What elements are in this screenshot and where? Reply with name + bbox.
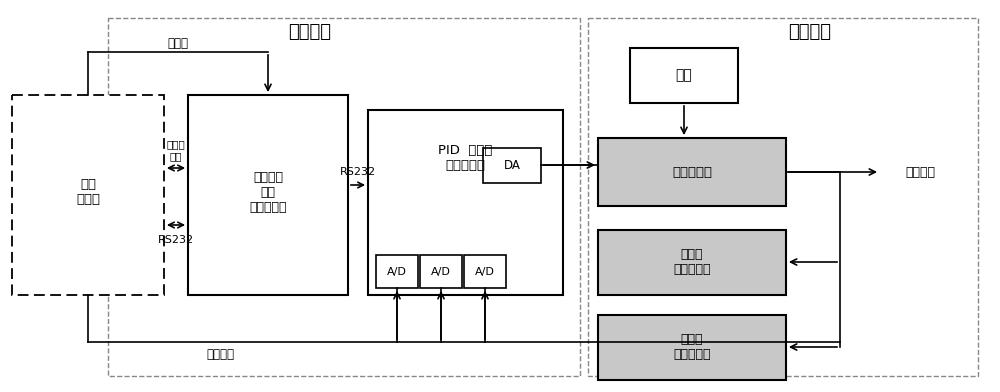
Text: 液压系统: 液压系统 — [788, 23, 832, 41]
Text: A/D: A/D — [475, 267, 495, 277]
Bar — [376, 255, 418, 288]
Bar — [483, 148, 541, 183]
Text: 电液伺服阀: 电液伺服阀 — [672, 165, 712, 178]
Bar — [588, 18, 978, 376]
Text: A/D: A/D — [431, 267, 451, 277]
Bar — [12, 95, 164, 295]
Text: A/D: A/D — [387, 267, 407, 277]
Text: 触摸平板
电脑
（上位机）: 触摸平板 电脑 （上位机） — [249, 171, 287, 214]
Text: 压力输出: 压力输出 — [905, 165, 935, 178]
Bar — [368, 110, 563, 295]
Bar — [464, 255, 506, 288]
Text: 控制系统: 控制系统 — [288, 23, 332, 41]
Bar — [630, 48, 738, 103]
Text: 模拟输入: 模拟输入 — [206, 348, 234, 361]
Bar — [598, 138, 786, 206]
Text: PID  控制器
（下位机）: PID 控制器 （下位机） — [438, 144, 492, 172]
Text: 油源: 油源 — [676, 68, 692, 82]
Text: 小量程
压力传感器: 小量程 压力传感器 — [673, 248, 711, 276]
Bar — [598, 230, 786, 295]
Text: 主控
计算机: 主控 计算机 — [76, 178, 100, 206]
Bar — [108, 18, 580, 376]
Text: 以太网: 以太网 — [168, 36, 188, 49]
Bar — [598, 315, 786, 380]
Text: 反射内
存网: 反射内 存网 — [167, 139, 185, 161]
Text: RS232: RS232 — [340, 167, 376, 177]
Bar — [420, 255, 462, 288]
Text: RS232: RS232 — [158, 235, 194, 245]
Text: DA: DA — [504, 158, 520, 172]
Text: 大量程
压力传感器: 大量程 压力传感器 — [673, 333, 711, 361]
Bar — [188, 95, 348, 295]
